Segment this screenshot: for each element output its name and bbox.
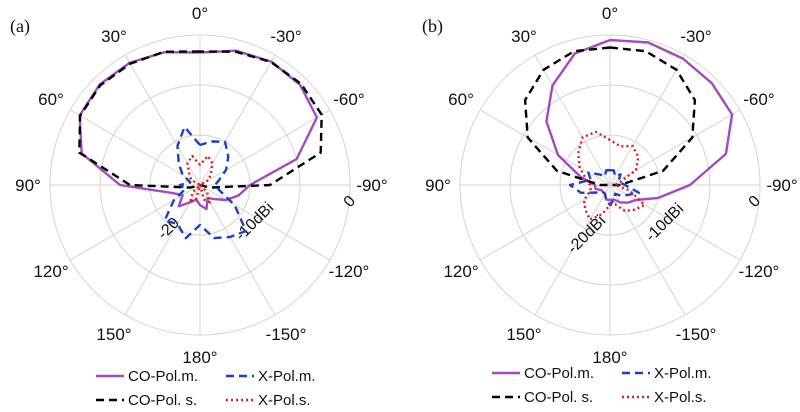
angle-tick-label: -120°	[329, 262, 370, 281]
legend-entry: CO-Pol.m.	[524, 365, 594, 382]
angle-tick-label: -30°	[680, 27, 711, 46]
angle-tick-label: 90°	[425, 176, 451, 195]
grid-spoke	[199, 109, 331, 186]
grid-spoke	[124, 184, 201, 316]
angle-tick-label: 120°	[33, 262, 68, 281]
angle-tick-label: 60°	[448, 90, 474, 109]
legend-entry: X-Pol.s.	[654, 389, 707, 406]
legend-entry: X-Pol.m.	[654, 365, 712, 382]
grid-spoke	[609, 184, 741, 261]
panel-label: (b)	[422, 16, 443, 37]
angle-tick-label: -90°	[766, 176, 797, 195]
angle-tick-label: -60°	[333, 90, 364, 109]
series-line	[523, 46, 697, 187]
grid-spoke	[479, 109, 611, 186]
grid-spoke	[609, 184, 686, 316]
radial-tick-label: 0	[746, 193, 764, 211]
grid-spoke	[199, 184, 276, 316]
radial-tick-label: -10dBi	[232, 199, 277, 244]
grid-spoke	[534, 184, 611, 316]
angle-tick-label: 0°	[602, 4, 618, 23]
angle-tick-label: 60°	[38, 90, 64, 109]
polar-chart-a: (a) 0° -30° -60° -90° -120° -150° 180° 150° 120° 9…	[10, 4, 388, 409]
angle-tick-label: 30°	[511, 27, 537, 46]
grid-spoke	[124, 54, 201, 186]
radial-tick-label: -20	[155, 215, 183, 243]
series-line	[163, 125, 248, 240]
angle-tick-label: -30°	[270, 27, 301, 46]
angle-tick-label: 180°	[182, 348, 217, 367]
angle-tick-label: 180°	[592, 348, 627, 367]
angle-tick-label: -150°	[266, 325, 307, 344]
angle-tick-label: 0°	[192, 4, 208, 23]
grid-spoke	[69, 109, 201, 186]
angle-tick-label: -90°	[356, 176, 387, 195]
angle-tick-label: 150°	[506, 325, 541, 344]
grid-spoke	[534, 54, 611, 186]
series-line	[545, 38, 734, 204]
angle-tick-label: 150°	[96, 325, 131, 344]
angle-tick-label: 30°	[101, 27, 127, 46]
panel-label: (a)	[10, 16, 30, 37]
grid-spoke	[69, 184, 201, 261]
series-line	[186, 154, 214, 204]
angle-tick-label: -120°	[739, 262, 780, 281]
legend-entry: X-Pol.m.	[258, 368, 316, 385]
series-line	[577, 130, 646, 221]
legend-entry: CO-Pol. s.	[128, 392, 197, 409]
grid-spoke	[609, 109, 741, 186]
angle-tick-label: -150°	[676, 325, 717, 344]
legend-entry: CO-Pol.m.	[128, 368, 198, 385]
angle-tick-label: 90°	[15, 176, 41, 195]
grid-spoke	[479, 184, 611, 261]
grid-spoke	[199, 184, 331, 261]
grid-spoke	[609, 54, 686, 186]
polar-chart-b: (b) 0° -30° -60° -90° -120° -150° 180° 150° 120° 9…	[422, 4, 798, 406]
angle-tick-label: 120°	[443, 262, 478, 281]
legend-entry: CO-Pol. s.	[524, 389, 593, 406]
angle-tick-label: -60°	[743, 90, 774, 109]
legend-entry: X-Pol.s.	[258, 392, 311, 409]
grid-spoke	[199, 54, 276, 186]
